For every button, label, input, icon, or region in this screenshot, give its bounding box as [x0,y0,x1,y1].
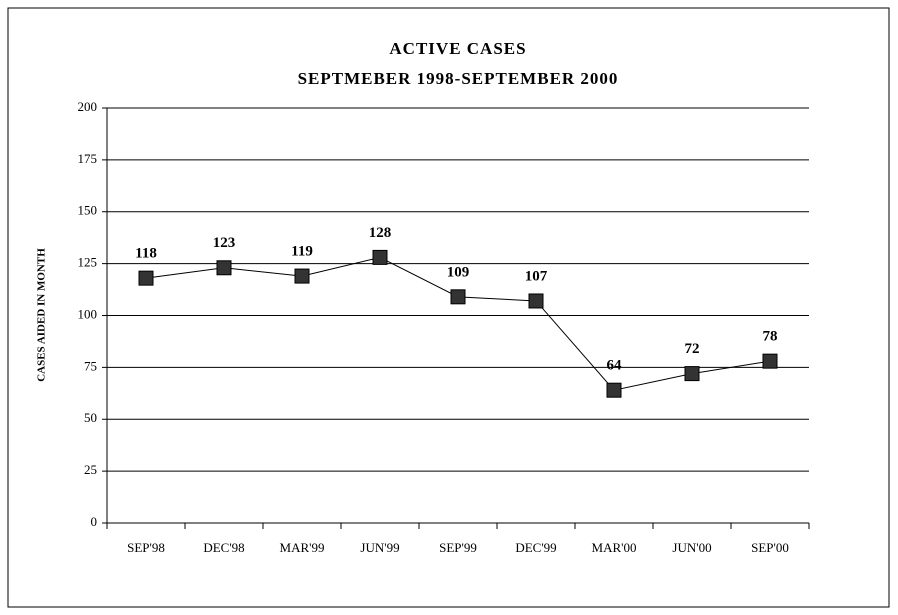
marker [294,268,310,284]
value-label: 107 [525,268,548,284]
value-label: 119 [291,244,313,260]
chart-title: ACTIVE CASES [389,39,526,58]
x-tick-label: SEP'99 [439,540,477,555]
value-label: 64 [607,358,623,374]
value-label: 118 [135,246,157,262]
x-tick-label: MAR'00 [592,540,637,555]
y-tick-label: 175 [78,151,98,166]
marker [216,260,232,276]
marker [372,249,388,265]
y-tick-label: 100 [78,306,98,321]
x-tick-label: DEC'98 [203,540,244,555]
x-tick-label: JUN'00 [672,540,711,555]
marker [528,293,544,309]
marker [138,270,154,286]
x-tick-label: DEC'99 [515,540,556,555]
marker [762,353,778,369]
y-tick-label: 75 [84,358,97,373]
marker [684,366,700,382]
value-label: 78 [763,329,778,345]
x-tick-label: SEP'00 [751,540,789,555]
value-label: 109 [447,264,470,280]
y-tick-label: 50 [84,410,97,425]
y-tick-label: 200 [78,99,98,114]
y-tick-label: 150 [78,203,98,218]
y-tick-label: 125 [78,255,98,270]
y-tick-label: 25 [84,462,97,477]
chart-subtitle: SEPTMEBER 1998-SEPTEMBER 2000 [298,69,619,88]
x-tick-label: MAR'99 [280,540,325,555]
frame [7,7,890,608]
y-tick-label: 0 [91,514,98,529]
marker [450,289,466,305]
value-label: 123 [213,235,236,251]
marker [606,382,622,398]
value-label: 72 [685,341,700,357]
y-axis-label: CASES AIDED IN MONTH [36,248,48,382]
value-label: 128 [369,225,392,241]
x-tick-label: JUN'99 [360,540,399,555]
x-tick-label: SEP'98 [127,540,165,555]
